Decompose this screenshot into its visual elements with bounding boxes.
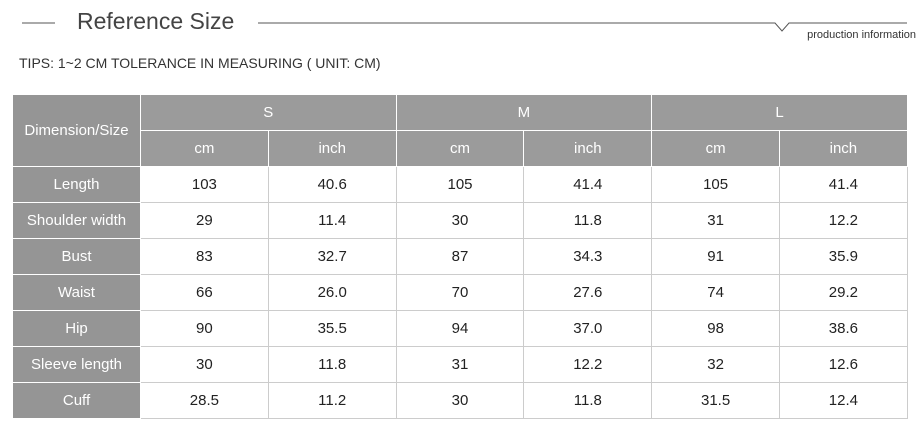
- value-cell: 31: [395, 346, 525, 383]
- unit-header: cm: [395, 130, 525, 167]
- table-row: Hip 90 35.5 94 37.0 98 38.6: [12, 310, 908, 347]
- size-header: S: [140, 94, 397, 131]
- value-cell: 83: [140, 238, 269, 275]
- row-label: Hip: [12, 310, 141, 347]
- value-cell: 30: [140, 346, 269, 383]
- unit-header: inch: [523, 130, 653, 167]
- value-cell: 11.2: [267, 382, 397, 419]
- value-cell: 66: [140, 274, 269, 311]
- value-cell: 98: [651, 310, 780, 347]
- row-label: Bust: [12, 238, 141, 275]
- table-row: Waist 66 26.0 70 27.6 74 29.2: [12, 274, 908, 311]
- value-cell: 91: [651, 238, 780, 275]
- size-header: M: [395, 94, 653, 131]
- value-cell: 11.4: [267, 202, 397, 239]
- value-cell: 12.2: [779, 202, 908, 239]
- value-cell: 74: [651, 274, 780, 311]
- row-label: Waist: [12, 274, 141, 311]
- row-label: Shoulder width: [12, 202, 141, 239]
- value-cell: 28.5: [140, 382, 269, 419]
- unit-header: inch: [267, 130, 397, 167]
- value-cell: 105: [651, 166, 780, 203]
- table-row: cm inch cm inch cm inch: [13, 130, 908, 167]
- value-cell: 35.9: [779, 238, 908, 275]
- corner-cell: Dimension/Size: [12, 94, 141, 167]
- value-cell: 105: [395, 166, 525, 203]
- value-cell: 30: [395, 382, 525, 419]
- header-lines: [22, 22, 907, 32]
- value-cell: 40.6: [267, 166, 397, 203]
- value-cell: 103: [140, 166, 269, 203]
- value-cell: 41.4: [523, 166, 653, 203]
- value-cell: 27.6: [523, 274, 653, 311]
- value-cell: 34.3: [523, 238, 653, 275]
- value-cell: 90: [140, 310, 269, 347]
- unit-header: cm: [651, 130, 780, 167]
- table-row: Dimension/Size S M L: [12, 94, 908, 167]
- subtitle: production information: [807, 29, 916, 41]
- value-cell: 26.0: [267, 274, 397, 311]
- size-header: L: [651, 94, 908, 131]
- value-cell: 12.2: [523, 346, 653, 383]
- value-cell: 29.2: [779, 274, 908, 311]
- tips: TIPS: 1~2 CM TOLERANCE IN MEASURING ( UN…: [19, 55, 381, 71]
- value-cell: 41.4: [779, 166, 908, 203]
- value-cell: 31: [651, 202, 780, 239]
- row-label: Sleeve length: [12, 346, 141, 383]
- title: Reference Size: [77, 8, 235, 34]
- table-row: Bust 83 32.7 87 34.3 91 35.9: [12, 238, 908, 275]
- value-cell: 32: [651, 346, 780, 383]
- value-cell: 30: [395, 202, 525, 239]
- value-cell: 11.8: [267, 346, 397, 383]
- value-cell: 32.7: [267, 238, 397, 275]
- value-cell: 29: [140, 202, 269, 239]
- value-cell: 37.0: [523, 310, 653, 347]
- value-cell: 38.6: [779, 310, 908, 347]
- value-cell: 11.8: [523, 382, 653, 419]
- value-cell: 12.6: [779, 346, 908, 383]
- value-cell: 87: [395, 238, 525, 275]
- table-row: Length 103 40.6 105 41.4 105 41.4: [12, 166, 908, 203]
- unit-header: cm: [140, 130, 269, 167]
- value-cell: 31.5: [651, 382, 780, 419]
- value-cell: 35.5: [267, 310, 397, 347]
- value-cell: 70: [395, 274, 525, 311]
- value-cell: 94: [395, 310, 525, 347]
- value-cell: 12.4: [779, 382, 908, 419]
- row-label: Cuff: [12, 382, 141, 419]
- unit-header: inch: [779, 130, 908, 167]
- table-row: Sleeve length 30 11.8 31 12.2 32 12.6: [12, 346, 908, 383]
- table-row: Cuff 28.5 11.2 30 11.8 31.5 12.4: [12, 382, 908, 419]
- value-cell: 11.8: [523, 202, 653, 239]
- row-label: Length: [12, 166, 141, 203]
- table-row: Shoulder width 29 11.4 30 11.8 31 12.2: [12, 202, 908, 239]
